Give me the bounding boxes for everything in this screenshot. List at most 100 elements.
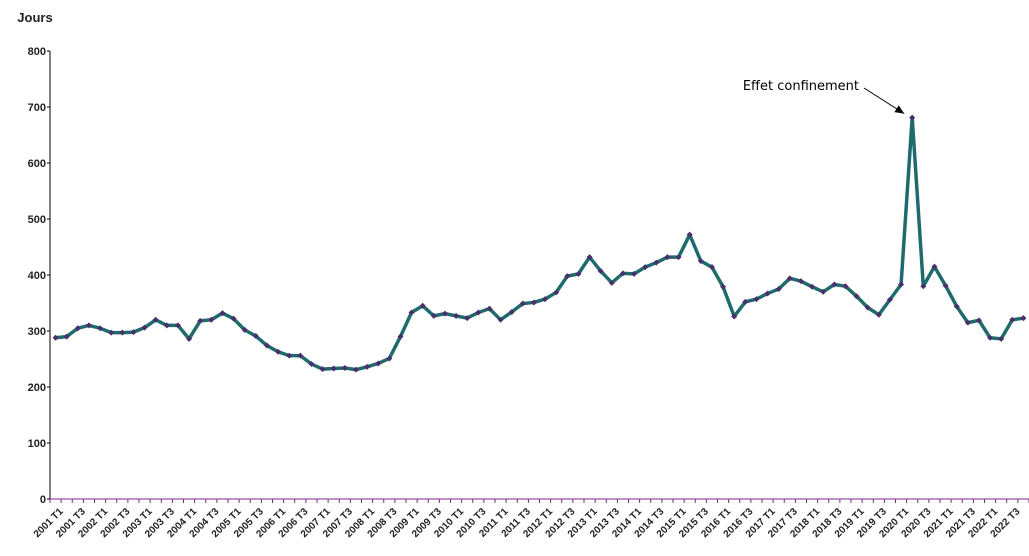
data-point [230,315,237,322]
data-point [920,283,927,290]
data-point [308,361,315,368]
data-point [998,335,1005,342]
data-point [497,316,504,323]
data-point [964,319,971,326]
data-point [486,305,493,312]
data-point [186,335,193,342]
y-tick-label: 200 [28,382,46,394]
data-point [330,365,337,372]
data-point [141,324,148,331]
data-point [775,286,782,292]
data-point [975,317,982,324]
data-point [797,278,804,285]
data-point [530,299,537,306]
data-point [842,283,849,290]
data-point [853,293,860,300]
data-point [475,309,482,316]
data-point [886,296,893,303]
data-point [364,363,371,370]
data-point [352,366,359,373]
data-point [653,259,660,266]
data-point [597,268,604,275]
y-tick-label: 700 [28,102,46,114]
data-point [163,322,170,329]
data-point [642,264,649,271]
data-point [864,304,871,311]
y-tick-label: 600 [28,158,46,170]
series-group [52,114,1027,373]
y-tick-label: 500 [28,214,46,226]
data-point [85,322,92,329]
data-point [97,325,104,332]
data-point [586,254,593,261]
data-point [375,360,382,367]
data-point [875,311,882,318]
data-point [319,366,326,373]
data-point [464,315,471,322]
data-point [208,316,215,323]
series-line [55,115,1024,372]
data-point [286,352,293,359]
data-point [341,364,348,371]
data-point [697,258,704,264]
data-point [686,231,693,238]
data-point [898,281,905,288]
data-point [608,279,615,286]
data-point [52,334,59,341]
data-point [275,348,282,355]
data-point [508,308,515,315]
data-point [519,300,526,307]
data-point [453,312,460,319]
data-point [1020,315,1027,322]
annotations: Effet confinement [743,79,905,115]
data-point [542,296,549,303]
data-point [664,254,671,261]
data-point [63,333,70,340]
data-point [197,317,204,324]
y-tick-label: 0 [40,494,46,506]
annotation-arrowhead [894,105,905,114]
data-point [297,352,304,359]
data-point [130,329,137,336]
y-tick-label: 400 [28,270,46,282]
y-tick-label: 300 [28,326,46,338]
data-point [575,270,582,277]
data-point [619,270,626,277]
data-point [263,342,270,349]
data-point [753,296,760,303]
data-point [987,334,994,341]
data-point [742,298,749,305]
data-point [1009,316,1016,323]
data-point [119,329,126,336]
y-tick-label: 100 [28,438,46,450]
data-point [720,283,727,290]
data-point [419,302,426,309]
data-point [397,333,404,340]
data-point [909,114,916,121]
data-point [174,322,181,329]
data-point [942,282,949,289]
data-point [731,313,738,320]
data-point [809,283,816,290]
annotation-label: Effet confinement [743,79,859,94]
data-point [786,275,793,282]
data-point [931,263,938,270]
data-point [831,281,838,288]
data-point [386,355,393,362]
data-point [953,303,960,310]
data-point [408,309,415,316]
data-point [564,273,571,280]
data-point [108,329,115,336]
data-point [219,310,226,317]
data-point [553,289,560,296]
data-point [430,312,437,319]
data-point [631,270,638,277]
data-point [152,316,159,323]
axes [47,50,1029,503]
data-point [441,310,448,317]
y-axis-ticks: 0 100 200 300 400 500 600 700 800 [28,46,46,506]
data-point [241,326,248,333]
data-point [252,333,259,340]
